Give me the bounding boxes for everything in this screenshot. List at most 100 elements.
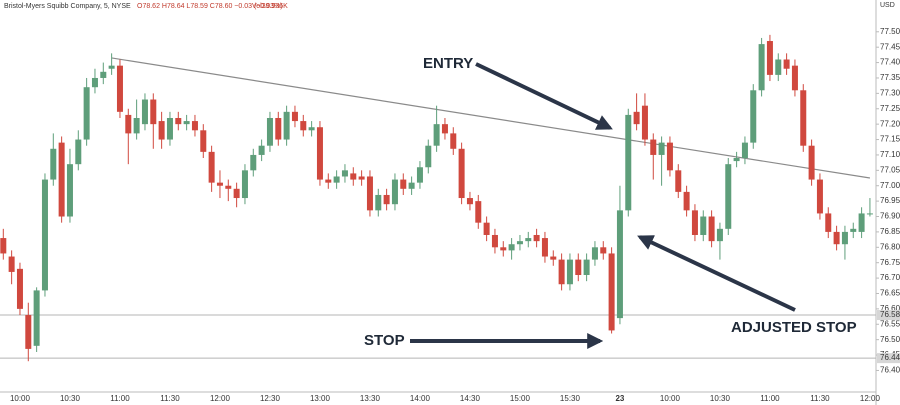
candle-body bbox=[25, 315, 32, 349]
candle-body bbox=[0, 238, 7, 254]
candle-body bbox=[58, 142, 65, 217]
candle-body bbox=[550, 256, 557, 260]
candle-body bbox=[291, 111, 298, 122]
candle-body bbox=[616, 210, 623, 319]
candle-body bbox=[733, 158, 740, 162]
candle-body bbox=[450, 133, 457, 149]
candle-body bbox=[391, 179, 398, 205]
x-tick-label: 11:00 bbox=[110, 394, 130, 403]
x-tick-label: 11:00 bbox=[760, 394, 780, 403]
candle-body bbox=[8, 256, 15, 272]
candle-body bbox=[766, 41, 773, 75]
x-tick-label: 14:30 bbox=[460, 394, 481, 403]
candle-body bbox=[350, 173, 357, 180]
x-tick-label: 11:30 bbox=[160, 394, 180, 403]
candle-body bbox=[708, 216, 715, 242]
candle-body bbox=[308, 127, 315, 131]
candle-body bbox=[258, 145, 265, 155]
candle-body bbox=[408, 182, 415, 189]
annotation: ADJUSTED STOP bbox=[731, 319, 857, 336]
candle-body bbox=[716, 228, 723, 242]
candle-body bbox=[775, 59, 782, 75]
y-tick-label: 77.20 bbox=[880, 119, 900, 128]
candle-body bbox=[100, 71, 107, 78]
x-tick-label: 12:00 bbox=[860, 394, 881, 403]
candle-body bbox=[758, 44, 765, 91]
adjusted-stop-arrow bbox=[637, 235, 796, 312]
volume: Vol39.936K bbox=[252, 3, 288, 10]
candle-body bbox=[675, 170, 682, 192]
x-tick-label: 11:30 bbox=[810, 394, 830, 403]
candle-body bbox=[75, 139, 82, 165]
candle-body bbox=[83, 87, 90, 140]
candle-body bbox=[491, 234, 498, 248]
y-tick-label: 77.10 bbox=[880, 150, 900, 159]
y-tick-label: 76.80 bbox=[880, 242, 900, 251]
candle-body bbox=[475, 201, 482, 223]
candle-body bbox=[483, 222, 490, 235]
candle-body bbox=[825, 213, 832, 232]
candle-body bbox=[683, 191, 690, 211]
x-tick-label: 13:00 bbox=[310, 394, 331, 403]
candle-body bbox=[691, 210, 698, 235]
candle-body bbox=[333, 176, 340, 183]
candle-body bbox=[650, 139, 657, 155]
candle-body bbox=[600, 247, 607, 254]
y-tick-label: 76.75 bbox=[880, 258, 900, 267]
x-tick-label: 15:30 bbox=[560, 394, 581, 403]
candle-body bbox=[191, 121, 198, 131]
y-unit: USD bbox=[880, 2, 895, 9]
candle-body bbox=[591, 247, 598, 260]
y-tick-label: 76.50 bbox=[880, 335, 900, 344]
candle-body bbox=[700, 216, 707, 235]
x-tick-label: 10:00 bbox=[660, 394, 681, 403]
y-tick-label: 77.35 bbox=[880, 73, 900, 82]
candle-body bbox=[358, 176, 365, 180]
candle-body bbox=[383, 194, 390, 205]
candle-body bbox=[641, 105, 648, 140]
y-tick-label: 76.70 bbox=[880, 273, 900, 282]
x-tick-label: 10:30 bbox=[60, 394, 81, 403]
candle-body bbox=[316, 127, 323, 180]
candle-body bbox=[366, 176, 373, 211]
y-tick-label: 76.40 bbox=[880, 366, 900, 375]
candle-body bbox=[625, 114, 632, 211]
candle-body bbox=[566, 259, 573, 285]
candle-body bbox=[833, 231, 840, 245]
level-label: 76.44 bbox=[880, 353, 900, 362]
candle-body bbox=[866, 213, 873, 215]
candle-body bbox=[125, 114, 132, 134]
candle-body bbox=[850, 228, 857, 232]
candle-body bbox=[466, 198, 473, 205]
candle-body bbox=[633, 111, 640, 125]
candle-body bbox=[108, 65, 115, 69]
y-tick-label: 77.15 bbox=[880, 135, 900, 144]
candle-body bbox=[325, 179, 332, 183]
annotation: ENTRY bbox=[423, 55, 473, 72]
candle-body bbox=[525, 238, 532, 242]
candle-body bbox=[400, 179, 407, 189]
y-tick-label: 76.90 bbox=[880, 212, 900, 221]
candle-body bbox=[375, 194, 382, 211]
candle-body bbox=[225, 185, 232, 189]
y-tick-label: 76.65 bbox=[880, 289, 900, 298]
candle-body bbox=[16, 268, 23, 309]
candle-body bbox=[66, 164, 73, 217]
level-label-box bbox=[877, 353, 900, 364]
level-label: 76.58 bbox=[880, 310, 900, 319]
candle-body bbox=[508, 244, 515, 251]
candle-body bbox=[816, 179, 823, 214]
candle-body bbox=[33, 290, 40, 346]
candle-body bbox=[133, 117, 140, 134]
candle-body bbox=[341, 170, 348, 177]
candle-body bbox=[516, 241, 523, 245]
x-tick-label: 12:30 bbox=[260, 394, 281, 403]
candle-body bbox=[175, 117, 182, 125]
candle-body bbox=[241, 170, 248, 199]
y-tick-label: 76.95 bbox=[880, 196, 900, 205]
candle-body bbox=[858, 213, 865, 232]
candle-body bbox=[275, 117, 282, 140]
x-tick-label: 13:30 bbox=[360, 394, 381, 403]
candle-body bbox=[541, 238, 548, 257]
